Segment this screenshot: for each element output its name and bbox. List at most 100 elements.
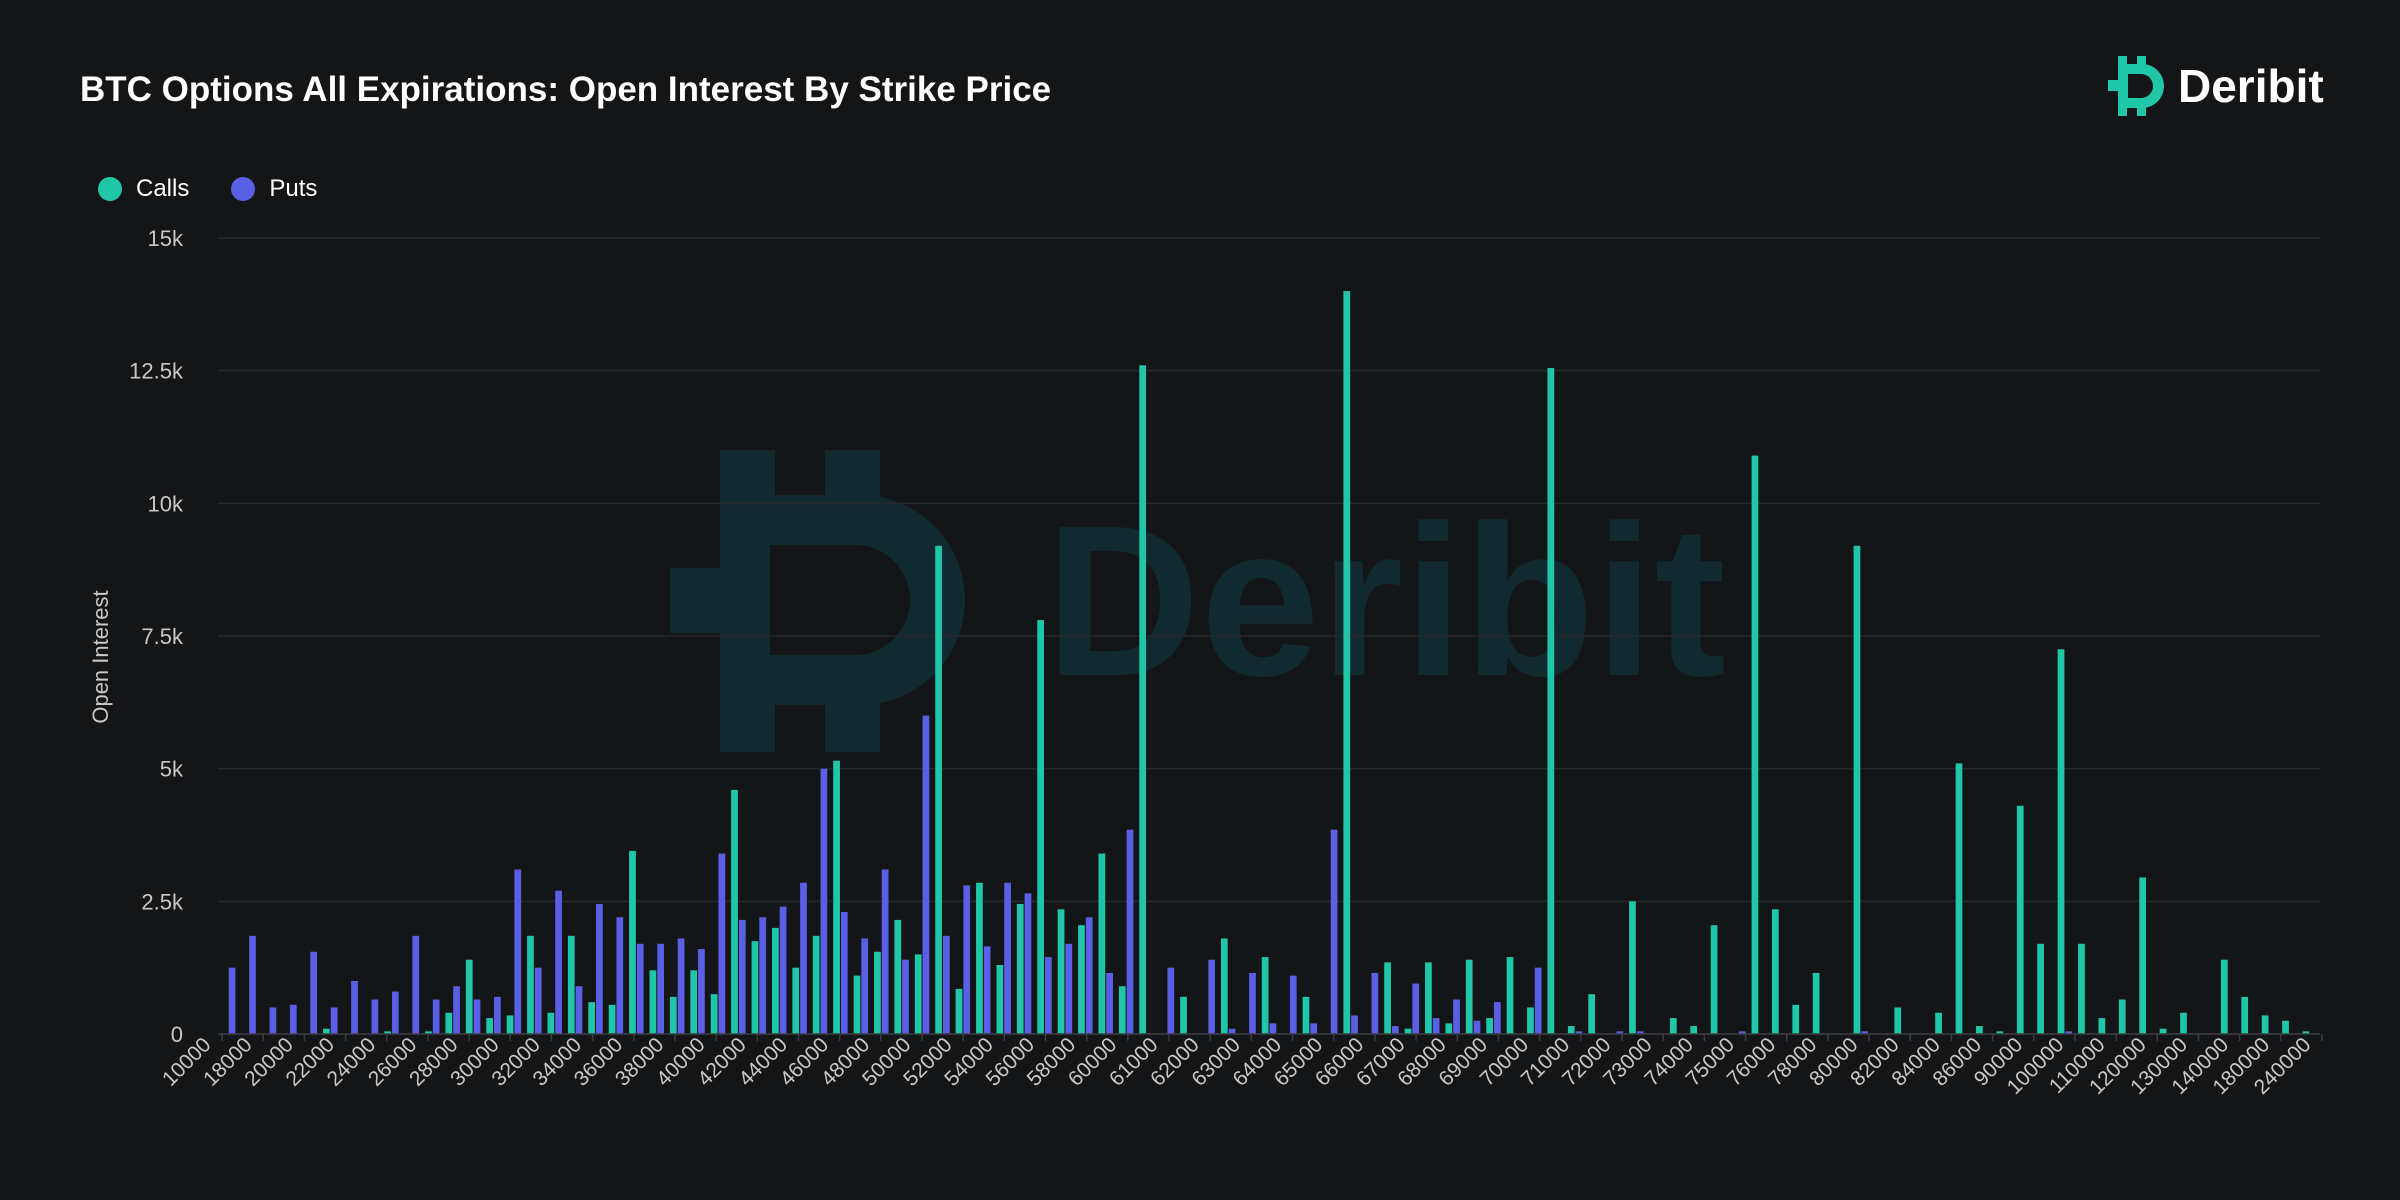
bar-calls-62500[interactable] [1220, 938, 1228, 1034]
bar-puts-21000[interactable] [330, 1007, 338, 1034]
bar-calls-36000[interactable] [629, 850, 636, 1034]
bar-calls-21000[interactable] [323, 1028, 330, 1034]
bar-calls-54000[interactable] [996, 965, 1004, 1034]
bar-puts-24000[interactable] [391, 991, 399, 1034]
bar-puts-66500[interactable] [1391, 1026, 1399, 1034]
bar-puts-10000[interactable] [228, 967, 236, 1034]
bar-calls-35000[interactable] [608, 1004, 616, 1034]
bar-calls-68000[interactable] [1445, 1023, 1453, 1034]
bar-calls-75500[interactable] [1751, 455, 1759, 1034]
bar-puts-58000[interactable] [1085, 917, 1093, 1034]
bar-puts-57000[interactable] [1065, 943, 1073, 1034]
bar-puts-50000[interactable] [922, 715, 930, 1034]
bar-calls-64500[interactable] [1302, 996, 1310, 1034]
bar-puts-19000[interactable] [289, 1004, 297, 1034]
bar-calls-44000[interactable] [792, 967, 800, 1034]
bar-calls-67000[interactable] [1404, 1028, 1412, 1034]
bar-calls-29000[interactable] [486, 1018, 494, 1034]
bar-calls-42000[interactable] [751, 941, 759, 1034]
bar-calls-47000[interactable] [853, 975, 861, 1034]
bar-puts-68000[interactable] [1453, 999, 1460, 1034]
bar-puts-30000[interactable] [514, 869, 522, 1034]
bar-calls-56000[interactable] [1037, 620, 1045, 1034]
bar-calls-200000[interactable] [2282, 1020, 2289, 1034]
bar-puts-63000[interactable] [1249, 972, 1256, 1034]
bar-puts-26000[interactable] [432, 999, 440, 1034]
bar-puts-42000[interactable] [759, 917, 767, 1034]
bar-calls-85000[interactable] [1955, 763, 1963, 1034]
bar-calls-48000[interactable] [874, 951, 881, 1034]
bar-calls-86000[interactable] [1976, 1026, 1983, 1034]
bar-puts-27000[interactable] [453, 986, 460, 1034]
bar-puts-22000[interactable] [351, 980, 358, 1034]
bar-puts-66000[interactable] [1371, 972, 1379, 1034]
bar-calls-80000[interactable] [1853, 545, 1861, 1034]
bar-calls-41000[interactable] [731, 789, 738, 1034]
bar-calls-60500[interactable] [1139, 365, 1147, 1034]
bar-puts-62000[interactable] [1208, 959, 1216, 1034]
bar-puts-61000[interactable] [1167, 967, 1175, 1034]
bar-puts-15000[interactable] [249, 935, 256, 1034]
bar-calls-40000[interactable] [710, 994, 718, 1034]
bar-puts-65500[interactable] [1351, 1015, 1358, 1034]
bar-puts-31000[interactable] [534, 967, 542, 1034]
bar-puts-75000[interactable] [1738, 1031, 1746, 1034]
bar-puts-67500[interactable] [1432, 1018, 1440, 1034]
bar-puts-37000[interactable] [657, 943, 665, 1034]
bar-puts-41000[interactable] [738, 919, 746, 1034]
bar-puts-62500[interactable] [1228, 1028, 1236, 1034]
bar-calls-95000[interactable] [2037, 943, 2044, 1034]
bar-calls-71500[interactable] [1588, 994, 1596, 1034]
bar-calls-55000[interactable] [1016, 903, 1024, 1034]
bar-calls-51000[interactable] [935, 545, 942, 1034]
bar-puts-38000[interactable] [677, 938, 685, 1034]
bar-calls-82000[interactable] [1894, 1007, 1902, 1034]
bar-puts-70000[interactable] [1534, 967, 1542, 1034]
bar-puts-80000[interactable] [1861, 1031, 1869, 1034]
bar-calls-120000[interactable] [2139, 877, 2147, 1034]
bar-calls-100000[interactable] [2057, 649, 2065, 1034]
bar-calls-33000[interactable] [567, 935, 575, 1034]
bar-calls-24000[interactable] [384, 1031, 391, 1034]
bar-puts-46000[interactable] [840, 911, 848, 1034]
bar-calls-88000[interactable] [1996, 1031, 2004, 1034]
bar-puts-35000[interactable] [616, 917, 624, 1034]
bar-puts-43000[interactable] [779, 906, 787, 1034]
bar-calls-53000[interactable] [976, 882, 983, 1034]
bar-calls-30000[interactable] [506, 1015, 514, 1034]
bar-calls-115000[interactable] [2118, 999, 2126, 1034]
bar-calls-69500[interactable] [1506, 957, 1514, 1034]
bar-puts-34000[interactable] [596, 903, 603, 1034]
bar-calls-49000[interactable] [894, 919, 902, 1034]
bar-calls-67500[interactable] [1425, 962, 1432, 1034]
bar-calls-57000[interactable] [1057, 909, 1065, 1034]
bar-calls-69000[interactable] [1486, 1018, 1493, 1034]
bar-puts-51000[interactable] [942, 935, 950, 1034]
bar-calls-150000[interactable] [2241, 996, 2249, 1034]
bar-calls-70500[interactable] [1547, 368, 1555, 1035]
bar-calls-37000[interactable] [649, 970, 657, 1034]
bar-puts-60000[interactable] [1126, 829, 1134, 1034]
bar-puts-67000[interactable] [1412, 983, 1420, 1034]
bar-calls-125000[interactable] [2159, 1028, 2167, 1034]
bar-calls-110000[interactable] [2098, 1018, 2106, 1034]
bar-puts-53000[interactable] [983, 946, 991, 1034]
bar-puts-55000[interactable] [1024, 893, 1032, 1034]
bar-calls-34000[interactable] [588, 1002, 596, 1034]
bar-puts-65000[interactable] [1330, 829, 1338, 1034]
bar-calls-32000[interactable] [547, 1012, 555, 1034]
bar-calls-90000[interactable] [2016, 805, 2024, 1034]
bar-puts-25000[interactable] [412, 935, 420, 1034]
bar-calls-140000[interactable] [2220, 959, 2228, 1034]
bar-puts-44000[interactable] [800, 882, 807, 1034]
bar-calls-59000[interactable] [1098, 853, 1106, 1034]
bar-calls-58000[interactable] [1078, 925, 1085, 1034]
bar-calls-74500[interactable] [1710, 925, 1718, 1034]
bar-calls-78000[interactable] [1812, 972, 1820, 1034]
bar-calls-45000[interactable] [812, 935, 820, 1034]
bar-puts-54000[interactable] [1004, 882, 1011, 1034]
bar-calls-105000[interactable] [2078, 943, 2085, 1034]
bar-calls-76000[interactable] [1771, 909, 1779, 1034]
bar-puts-39000[interactable] [698, 949, 705, 1034]
bar-puts-33000[interactable] [575, 986, 583, 1034]
